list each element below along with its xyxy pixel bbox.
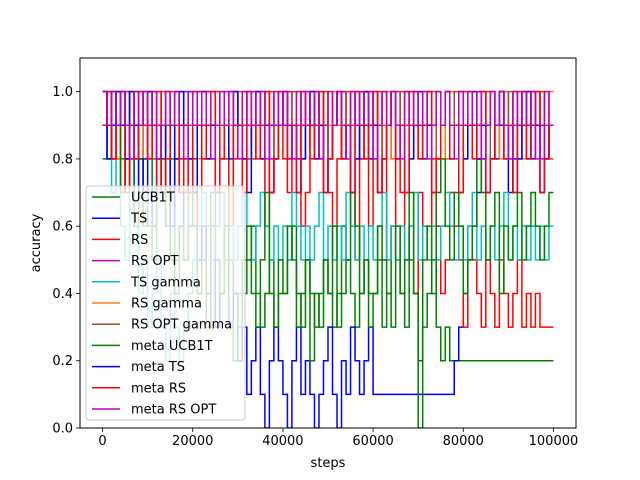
legend-label: RS xyxy=(131,233,148,248)
legend-label: meta RS xyxy=(131,381,186,396)
axes-frame xyxy=(79,57,577,429)
y-tick-label: 0.0 xyxy=(52,422,73,437)
x-tick-label: 20000 xyxy=(172,434,213,449)
legend-label: TS xyxy=(130,212,147,227)
y-tick-label: 0.8 xyxy=(52,152,73,167)
y-tick-label: 0.6 xyxy=(52,220,73,235)
y-tick-label: 0.4 xyxy=(52,287,73,302)
y-axis: 0.0 0.2 0.4 0.6 0.8 1.0 xyxy=(52,85,80,437)
legend-label: meta UCB1T xyxy=(131,339,213,354)
x-tick-label: 80000 xyxy=(443,434,484,449)
legend-label: meta TS xyxy=(131,360,185,375)
legend-label: RS gamma xyxy=(131,297,202,312)
legend-label: UCB1T xyxy=(131,191,175,206)
y-tick-label: 0.2 xyxy=(52,354,73,369)
x-tick-label: 0 xyxy=(98,434,106,449)
legend-label: RS OPT xyxy=(131,254,178,269)
legend-label: TS gamma xyxy=(130,275,201,290)
x-axis-label: steps xyxy=(311,456,346,471)
x-tick-label: 100000 xyxy=(529,434,579,449)
legend-box xyxy=(85,185,246,421)
y-axis-label: accuracy xyxy=(29,213,44,272)
x-tick-label: 60000 xyxy=(352,434,393,449)
legend-label: meta RS OPT xyxy=(131,403,216,418)
series-line-meta-rs-opt xyxy=(102,90,554,160)
x-axis: 0 20000 40000 60000 80000 100000 xyxy=(98,428,578,449)
x-tick-label: 40000 xyxy=(262,434,303,449)
legend: UCB1T TS RS RS OPT TS gamma RS gamma RS OPT ga… xyxy=(85,185,246,421)
y-tick-label: 1.0 xyxy=(52,85,73,100)
legend-label: RS OPT gamma xyxy=(131,318,232,333)
